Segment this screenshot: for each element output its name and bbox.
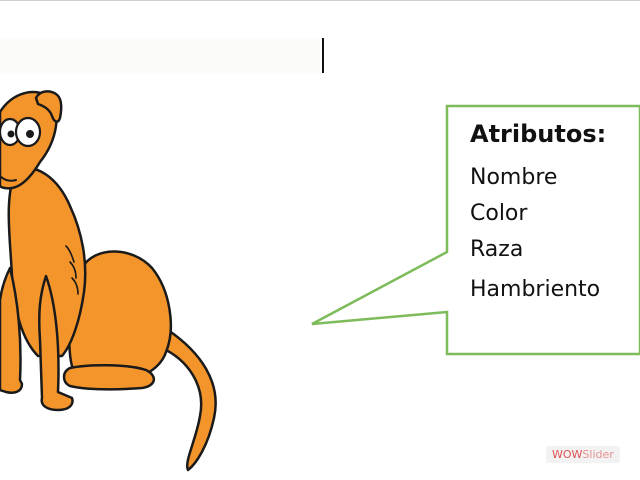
dog-ear <box>34 90 63 123</box>
dog-back-paw <box>62 363 155 391</box>
dog-tail <box>160 328 217 472</box>
dog-body <box>7 166 87 358</box>
dog-illustration-icon <box>0 90 217 472</box>
attribute-item-raza: Raza <box>470 237 524 262</box>
watermark-text-strong: WOW <box>552 448 583 461</box>
attribute-item-nombre: Nombre <box>470 165 558 190</box>
attributes-heading: Atributos: <box>470 120 607 148</box>
attributes-list: Nombre Color Raza Hambriento <box>470 160 600 308</box>
text-cursor <box>322 38 324 73</box>
slide-top-border <box>0 0 640 1</box>
dog-front-leg-left <box>0 266 24 394</box>
watermark-text-light: Slider <box>582 448 614 461</box>
dog-front-leg-right <box>38 274 74 412</box>
watermark-logo[interactable]: WOWSlider <box>546 446 620 463</box>
title-placeholder[interactable] <box>0 38 320 74</box>
speech-bubble-outline <box>311 104 640 356</box>
attribute-item-color: Color <box>470 201 528 226</box>
attribute-item-hambriento: Hambriento <box>470 277 601 302</box>
